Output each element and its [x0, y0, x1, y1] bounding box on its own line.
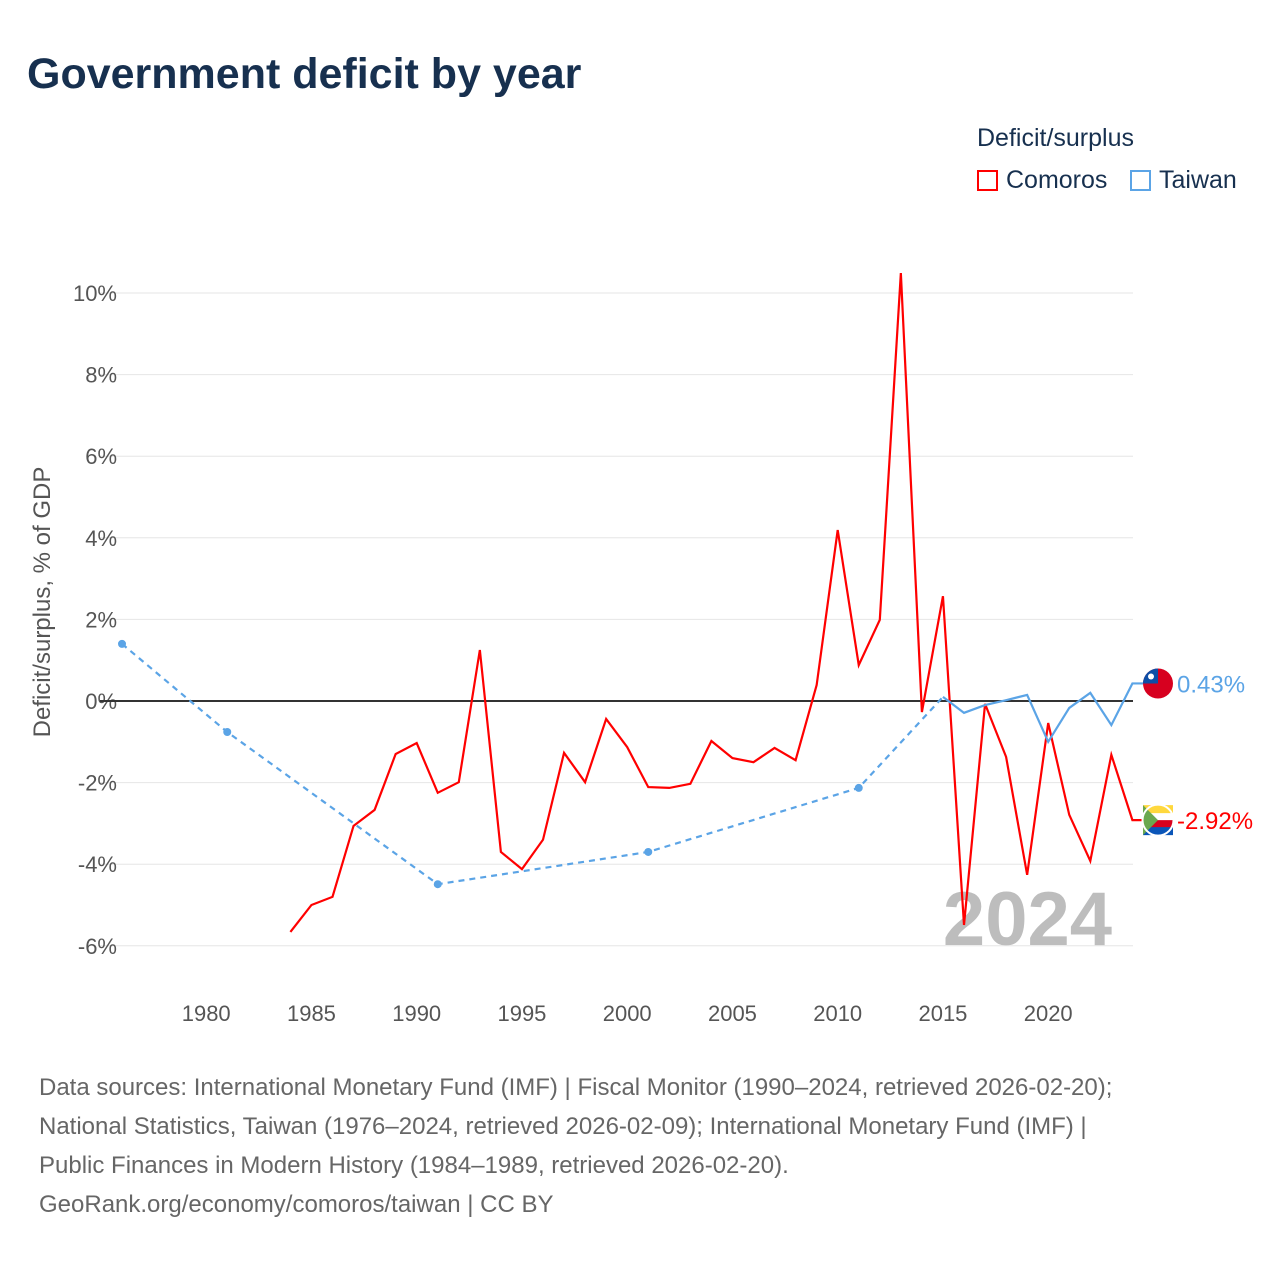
x-tick-label: 1995 [497, 1001, 546, 1026]
legend-label: Taiwan [1159, 166, 1237, 194]
x-tick-label: 2000 [603, 1001, 652, 1026]
y-tick-label: 2% [85, 607, 117, 632]
y-tick-label: 6% [85, 444, 117, 469]
y-tick-label: 10% [73, 281, 117, 306]
x-tick-label: 2010 [813, 1001, 862, 1026]
comoros-flag-edge [1141, 803, 1175, 837]
comoros-flag-yellow [1143, 805, 1173, 814]
series-line-comoros [289, 272, 1143, 933]
data-point-taiwan [223, 728, 232, 737]
end-label-comoros: -2.92% [1177, 808, 1253, 835]
data-point-taiwan [433, 880, 442, 889]
legend-item-comoros[interactable]: Comoros [977, 166, 1107, 195]
data-point-taiwan [118, 639, 126, 648]
comoros-flag-triangle [1143, 805, 1158, 836]
legend-swatch-comoros [977, 170, 998, 191]
comoros-flag-blue [1143, 827, 1173, 836]
end-label-taiwan: 0.43% [1177, 671, 1245, 698]
y-tick-label: -2% [78, 771, 117, 796]
x-tick-label: 2015 [918, 1001, 967, 1026]
footer-sources: Data sources: International Monetary Fun… [39, 1068, 1112, 1224]
footer-line: Public Finances in Modern History (1984–… [39, 1152, 789, 1179]
y-tick-label: 8% [85, 363, 117, 388]
legend-item-taiwan[interactable]: Taiwan [1130, 166, 1237, 195]
x-tick-label: 1980 [182, 1001, 231, 1026]
y-tick-label: -4% [78, 852, 117, 877]
x-tick-label: 1990 [392, 1001, 441, 1026]
year-watermark: 2024 [943, 877, 1112, 962]
footer-line: National Statistics, Taiwan (1976–2024, … [39, 1113, 1087, 1140]
data-point-taiwan [854, 783, 863, 792]
legend-title: Deficit/surplus [977, 124, 1134, 152]
legend-swatch-taiwan [1130, 170, 1151, 191]
x-tick-label: 2005 [708, 1001, 757, 1026]
x-tick-label: 1985 [287, 1001, 336, 1026]
series-line-taiwan-dashed [121, 643, 944, 886]
taiwan-flag-sun [1148, 673, 1154, 680]
y-tick-label: 4% [85, 526, 117, 551]
comoros-flag-red [1143, 820, 1173, 829]
footer-line[interactable]: GeoRank.org/economy/comoros/taiwan | CC … [39, 1191, 554, 1218]
data-point-taiwan [644, 847, 653, 856]
chart-title: Government deficit by year [27, 50, 582, 98]
y-tick-label: -6% [78, 934, 117, 959]
legend-label: Comoros [1006, 166, 1108, 194]
x-tick-label: 2020 [1024, 1001, 1073, 1026]
y-axis-label: Deficit/surplus, % of GDP [29, 467, 56, 738]
footer-line: Data sources: International Monetary Fun… [39, 1074, 1113, 1101]
series-line-taiwan [942, 682, 1143, 745]
